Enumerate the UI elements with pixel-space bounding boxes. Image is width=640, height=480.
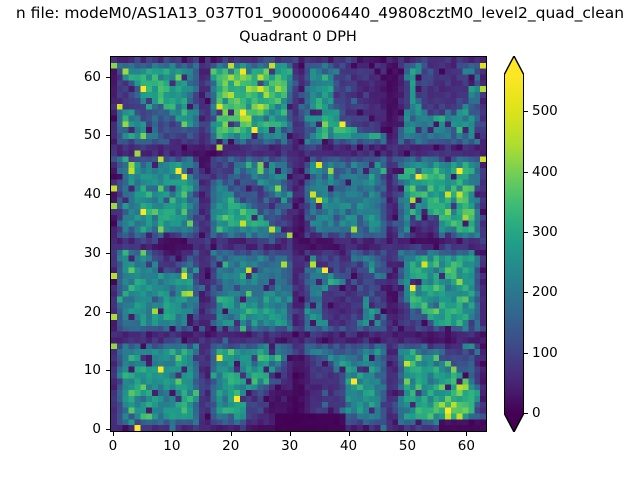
- x-tick: [171, 432, 173, 436]
- x-tick-label: 40: [339, 438, 358, 454]
- x-tick: [466, 432, 468, 436]
- colorbar-tick-label: 0: [532, 405, 541, 421]
- heatmap-axes: [110, 56, 487, 432]
- colorbar-tick-label: 100: [532, 344, 558, 361]
- x-tick-label: 30: [281, 438, 299, 454]
- colorbar-tick-label: 500: [532, 103, 558, 120]
- x-tick: [230, 432, 232, 436]
- x-tick: [348, 432, 350, 436]
- x-tick-label: 0: [108, 438, 118, 454]
- colorbar-tick-label: 300: [532, 223, 558, 240]
- y-tick: [106, 76, 110, 78]
- colorbar-tick: [524, 292, 528, 294]
- colorbar-tick: [524, 171, 528, 173]
- y-tick-label: 40: [83, 186, 101, 203]
- colorbar-gradient-bar: [504, 75, 524, 413]
- colorbar-tick: [524, 231, 528, 233]
- y-tick-label: 20: [83, 303, 101, 320]
- figure-suptitle: n file: modeM0/AS1A13_037T01_9000006440_…: [15, 4, 625, 22]
- x-tick-label: 20: [222, 438, 240, 454]
- colorbar-tick-label: 200: [532, 284, 558, 301]
- y-tick-label: 60: [83, 68, 101, 85]
- y-tick-label: 0: [92, 421, 101, 438]
- colorbar-extend-bottom-arrow: [504, 413, 524, 432]
- x-tick: [112, 432, 114, 436]
- y-tick: [106, 194, 110, 196]
- y-tick: [106, 135, 110, 137]
- colorbar-tick: [524, 413, 528, 414]
- colorbar-tick: [524, 111, 528, 113]
- y-tick-label: 50: [83, 127, 101, 144]
- colorbar: [504, 56, 524, 432]
- x-tick-label: 50: [398, 438, 417, 454]
- y-tick: [106, 311, 110, 313]
- y-tick: [106, 370, 110, 372]
- colorbar-extend-top-arrow: [504, 56, 524, 75]
- axes-title: Quadrant 0 DPH: [239, 29, 357, 45]
- y-tick: [106, 252, 110, 254]
- x-tick: [289, 432, 291, 436]
- colorbar-tick-label: 400: [532, 163, 558, 180]
- y-tick: [106, 429, 110, 431]
- y-tick-label: 30: [83, 244, 101, 261]
- detector-plane-histogram-image: [111, 57, 486, 431]
- x-tick-label: 60: [457, 438, 475, 454]
- x-tick: [407, 432, 409, 436]
- x-tick-label: 10: [163, 438, 181, 454]
- colorbar-tick: [524, 352, 528, 354]
- y-tick-label: 10: [83, 362, 101, 379]
